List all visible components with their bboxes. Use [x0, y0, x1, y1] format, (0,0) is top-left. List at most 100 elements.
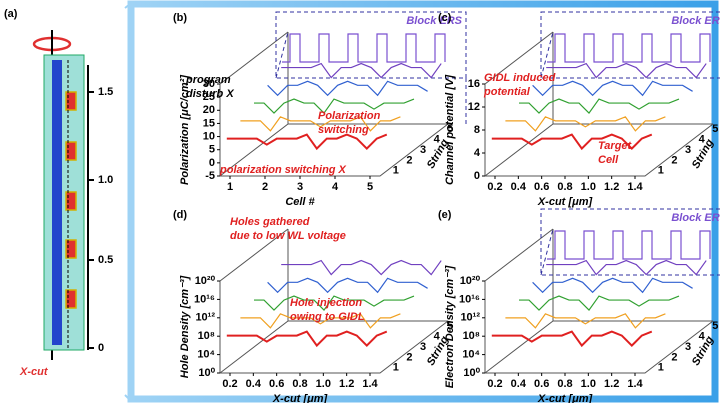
- curve: [505, 313, 666, 329]
- inset-curve: [547, 230, 711, 260]
- y-tick-label: 8: [474, 124, 480, 136]
- x-tick-label: 0.6: [269, 378, 284, 390]
- z-tick-label: 3: [420, 144, 426, 156]
- x-tick-label: 1.0: [316, 378, 331, 390]
- y-axis-title: Channel potential [V]: [444, 75, 456, 185]
- x-tick-label: 1.4: [627, 181, 643, 193]
- annotation: Polarization: [318, 110, 381, 122]
- y-tick-label: 20: [203, 104, 215, 116]
- curve: [254, 98, 415, 115]
- curve: [519, 295, 680, 312]
- y-tick-label: -5: [205, 170, 215, 182]
- x-tick-label: 0.6: [534, 378, 549, 390]
- x-tick-label: 0.2: [487, 181, 502, 193]
- y-tick-label: 10¹²: [460, 312, 480, 324]
- x-tick-label: 1.2: [604, 181, 619, 193]
- inset-box: [275, 11, 467, 79]
- z-tick-label: 3: [685, 341, 691, 353]
- x-tick-label: 4: [332, 181, 339, 193]
- panel-frame: [127, 0, 719, 403]
- annotation: Cell: [598, 154, 619, 166]
- x-tick-label: 1.2: [604, 378, 619, 390]
- channel: [52, 60, 62, 345]
- curve: [532, 80, 693, 97]
- annotation: Holes gathered: [230, 216, 310, 228]
- z-tick-label: 2: [406, 351, 412, 363]
- z-tick-label: 3: [685, 144, 691, 156]
- annotation: program: [185, 74, 231, 86]
- z-tick-label: 4: [699, 134, 706, 146]
- z-tick-label: 4: [434, 331, 441, 343]
- x-tick-label: 0.8: [292, 378, 307, 390]
- cells: [65, 91, 77, 309]
- device: [43, 54, 85, 351]
- y-axis-title: Hole Density [cm⁻³]: [179, 275, 191, 378]
- scale-tick-label: 1.5: [98, 86, 113, 98]
- y-tick-label: 10⁰: [463, 367, 480, 379]
- inset-curve: [282, 33, 446, 63]
- y-tick-label: 0: [209, 157, 215, 169]
- x-tick-label: 1: [227, 181, 233, 193]
- y-axis-title: Polarization [μC/cm²]: [179, 75, 191, 185]
- z-tick-label: 1: [393, 165, 399, 177]
- z-tick-label: 1: [658, 362, 664, 374]
- x-tick-label: 2: [262, 181, 268, 193]
- y-tick-label: 5: [209, 144, 215, 156]
- guide: [540, 228, 554, 276]
- y-tick-label: 4: [474, 147, 481, 159]
- panel-a: (a) X-cut: [4, 3, 131, 401]
- z-tick-label: 5: [712, 320, 718, 332]
- z-tick-label: 2: [671, 154, 677, 166]
- annotation: owing to GIDL: [290, 311, 365, 323]
- curve: [519, 98, 680, 115]
- y-tick-label: 10⁴: [197, 349, 215, 361]
- x-tick-label: 1.0: [581, 378, 596, 390]
- axis-box: [219, 228, 449, 374]
- curve: [491, 133, 653, 151]
- x-tick-label: 0.6: [534, 181, 549, 193]
- y-tick-label: 10¹⁶: [459, 293, 480, 305]
- x-axis-title: Cell #: [285, 196, 315, 208]
- axis-box: [484, 228, 714, 374]
- axis-box: [219, 31, 449, 177]
- z-tick-label: 5: [712, 123, 718, 135]
- z-tick-label: 2: [406, 154, 412, 166]
- curve: [281, 62, 442, 79]
- x-tick-label: 1.4: [627, 378, 643, 390]
- inset-label: Block ERS: [671, 212, 720, 224]
- inset-label: Block ERS: [671, 15, 720, 27]
- z-tick-label: 5: [447, 123, 453, 135]
- y-tick-label: 12: [468, 101, 480, 113]
- y-tick-label: 10⁸: [198, 330, 215, 342]
- y-tick-label: 10⁸: [463, 330, 480, 342]
- y-tick-label: 30: [203, 78, 215, 90]
- annotation: Hole injection: [290, 297, 362, 309]
- curve: [546, 62, 707, 79]
- scale-tick-label: 0: [98, 342, 104, 354]
- curve: [546, 259, 707, 276]
- panel: (e) Block ERS 10⁰ 10⁴ 10⁸ 10¹² 10¹⁶ 10²⁰ Electro…: [438, 208, 720, 403]
- curve: [226, 330, 388, 348]
- annotation: GIDL induced: [484, 72, 556, 84]
- scale-tick-label: 1.0: [98, 174, 113, 186]
- curve: [240, 313, 401, 329]
- y-tick-label: 10¹²: [195, 312, 215, 324]
- inset-box: [540, 208, 720, 276]
- x-tick-label: 5: [367, 181, 373, 193]
- annotation: switching: [318, 124, 369, 136]
- y-tick-label: 10⁰: [198, 367, 215, 379]
- x-tick-label: 0.4: [511, 181, 527, 193]
- z-tick-label: 1: [393, 362, 399, 374]
- y-tick-label: 10⁴: [462, 349, 480, 361]
- z-tick-label: 4: [434, 134, 441, 146]
- annotation: Target: [598, 140, 633, 152]
- x-axis-title: X-cut [μm]: [537, 196, 593, 208]
- panel-label: (b): [173, 12, 187, 24]
- y-tick-label: 15: [203, 117, 215, 129]
- panel: (d) 10⁰ 10⁴ 10⁸ 10¹² 10¹⁶ 10²⁰ Hole Density [cm…: [173, 209, 453, 403]
- x-tick-label: 0.8: [557, 181, 572, 193]
- curve: [505, 116, 666, 132]
- z-tick-label: 4: [699, 331, 706, 343]
- curve: [254, 295, 415, 312]
